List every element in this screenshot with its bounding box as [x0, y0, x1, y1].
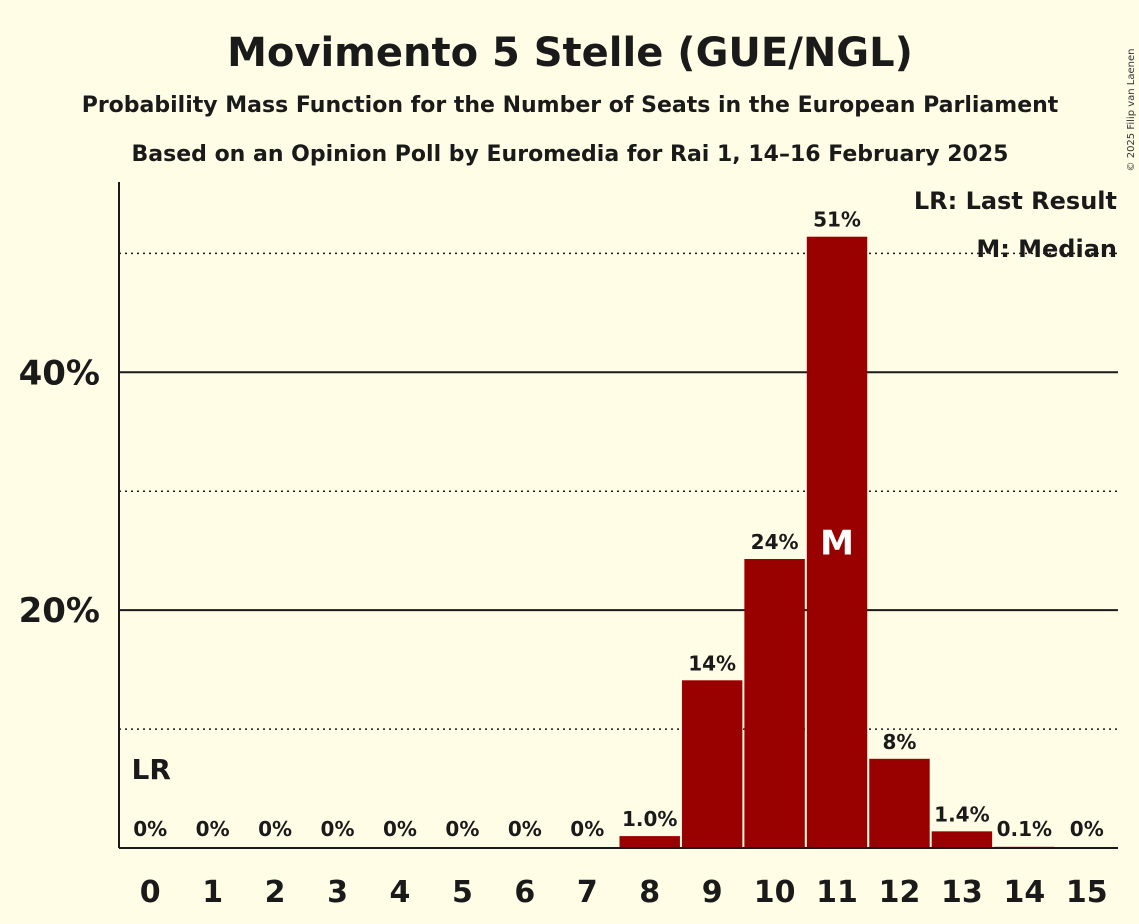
- x-tick-label: 4: [390, 875, 411, 910]
- x-tick-label: 2: [265, 875, 286, 910]
- bar-value-label: 51%: [813, 208, 861, 232]
- median-label-backdrop: [803, 204, 872, 233]
- x-tick-label: 14: [1003, 875, 1045, 910]
- bar-value-label: 0%: [321, 817, 355, 841]
- bar-value-label: 0%: [508, 817, 542, 841]
- bar-value-label: 24%: [751, 530, 799, 554]
- chart-title: Movimento 5 Stelle (GUE/NGL): [227, 30, 913, 76]
- bar-seat-8: [619, 836, 680, 848]
- bar-value-label: 14%: [688, 651, 736, 675]
- chart-subtitle: Probability Mass Function for the Number…: [82, 93, 1059, 118]
- bar-value-label: 0%: [383, 817, 417, 841]
- bar-seat-11: [806, 236, 868, 848]
- bar-seat-10: [744, 559, 805, 848]
- median-marker: M: [820, 523, 854, 563]
- grid-layer: [119, 252, 1118, 730]
- chart-source-line: Based on an Opinion Poll by Euromedia fo…: [132, 142, 1009, 167]
- legend-median: M: Median: [976, 235, 1117, 263]
- bar-value-label: 1.0%: [622, 807, 677, 831]
- y-tick-label: 40%: [19, 353, 100, 393]
- bars-layer: [619, 236, 1055, 848]
- x-tick-label: 13: [941, 875, 983, 910]
- bar-seat-9: [681, 680, 743, 848]
- y-tick-label: 20%: [19, 591, 100, 631]
- x-tick-label: 11: [816, 875, 858, 910]
- bar-seat-13: [931, 831, 993, 848]
- bar-value-label: 1.4%: [934, 802, 989, 826]
- labels-layer: 20%40%0%00%10%20%30%40%50%60%71.0%814%92…: [19, 204, 1108, 910]
- x-tick-label: 12: [879, 875, 921, 910]
- x-tick-label: 15: [1066, 875, 1108, 910]
- legend-last-result: LR: Last Result: [914, 187, 1117, 215]
- x-tick-label: 3: [327, 875, 348, 910]
- bar-value-label: 0%: [1070, 817, 1104, 841]
- copyright-note: © 2025 Filip van Laenen: [1126, 49, 1137, 172]
- x-tick-label: 7: [577, 875, 598, 910]
- x-tick-label: 1: [202, 875, 223, 910]
- x-tick-label: 8: [639, 875, 660, 910]
- x-tick-label: 10: [754, 875, 796, 910]
- bar-value-label: 0%: [258, 817, 292, 841]
- bar-value-label: 0%: [196, 817, 230, 841]
- x-tick-label: 0: [140, 875, 161, 910]
- bar-value-label: 0%: [570, 817, 604, 841]
- bar-value-label: 0%: [133, 817, 167, 841]
- bar-seat-12: [869, 758, 930, 848]
- x-tick-label: 5: [452, 875, 473, 910]
- bar-value-label: 8%: [882, 730, 916, 754]
- x-tick-label: 6: [514, 875, 535, 910]
- bar-value-label: 0.1%: [997, 817, 1052, 841]
- last-result-marker: LR: [132, 753, 171, 786]
- x-tick-label: 9: [702, 875, 723, 910]
- bar-value-label: 0%: [445, 817, 479, 841]
